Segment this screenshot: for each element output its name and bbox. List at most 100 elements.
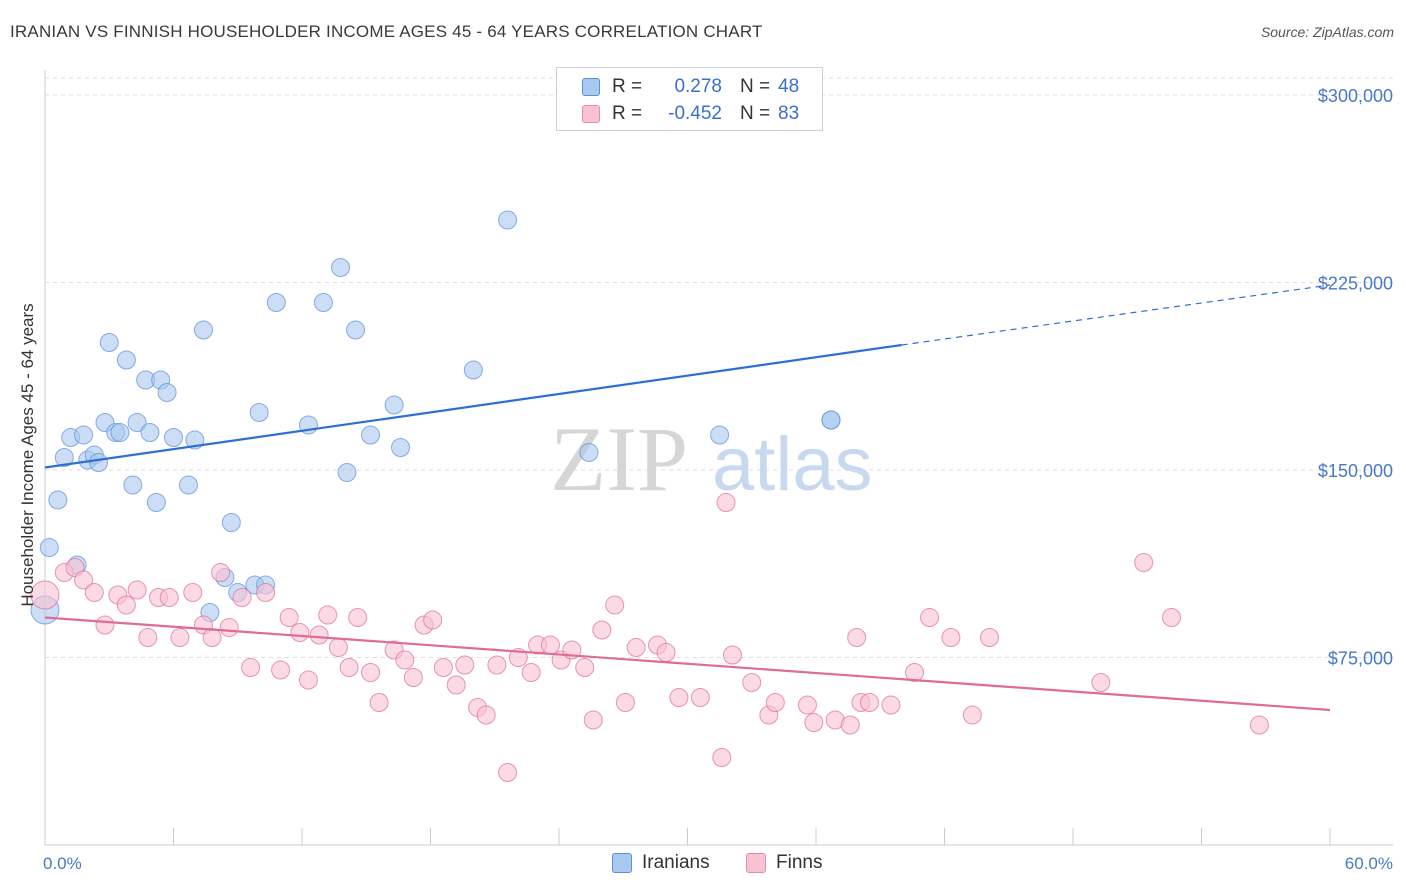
finns-point [712, 748, 732, 767]
finns-point [804, 713, 824, 732]
finns-point [271, 660, 291, 680]
finns-point [669, 688, 689, 707]
iranians-point [463, 360, 483, 380]
grid-lines [45, 77, 1393, 658]
finns-point [403, 668, 423, 687]
iranians-point [337, 463, 357, 482]
iranians-point [361, 425, 381, 445]
finns-point [1162, 608, 1182, 627]
finns-point [840, 715, 860, 735]
finns-point [95, 615, 115, 635]
iranians-point [391, 438, 411, 457]
iranians-point [54, 448, 74, 467]
legend-row-iranians: R = 0.278 N = 48 [582, 74, 799, 100]
iranians-point [110, 423, 130, 442]
iranians-point [127, 413, 147, 432]
finns-point [138, 628, 158, 647]
finns-point [962, 705, 982, 725]
finns-point [219, 618, 239, 637]
iranians-point [157, 383, 177, 402]
finns-point [521, 663, 541, 682]
finns-point [626, 638, 646, 657]
series-finns [30, 493, 1269, 782]
y-tick-label: $225,000 [1318, 274, 1393, 294]
finns-point [615, 693, 635, 712]
finns-point [455, 655, 475, 675]
tick-labels: $75,000 $150,000 $225,000 $300,000 0.0% 60.0% [43, 86, 1393, 873]
finns-point [656, 643, 676, 662]
finns-point [339, 658, 359, 677]
finns-point [797, 695, 817, 715]
finns-point [742, 673, 762, 692]
finns-point [979, 628, 999, 647]
iranians-point [39, 538, 59, 557]
iranians-trend-extension [901, 284, 1331, 346]
iranians-point [178, 475, 198, 495]
finns-point [575, 658, 595, 677]
iranians-trend-line [44, 343, 902, 469]
finns-point [487, 655, 507, 675]
finns-point [256, 583, 276, 602]
legend-row-finns: R = -0.452 N = 83 [582, 101, 799, 127]
finns-swatch [582, 105, 600, 123]
iranians-point [313, 293, 333, 312]
finns-point [127, 580, 147, 600]
finns-point [232, 588, 252, 607]
iranians-point [164, 428, 183, 447]
x-tick-label-end: 60.0% [1345, 854, 1393, 873]
finns-point [74, 570, 94, 590]
finns-point [395, 650, 415, 670]
finns-point [183, 583, 203, 602]
finns-point [348, 608, 368, 627]
series-legend: Iranians Finns [0, 852, 1406, 878]
finns-point [498, 763, 518, 782]
finns-point [318, 605, 338, 625]
finns-point [716, 493, 736, 512]
finns-point [583, 710, 603, 730]
finns-point [605, 595, 625, 615]
finns-point [298, 670, 318, 690]
iranians-legend-label: Iranians [642, 852, 710, 873]
y-axis-label: Householder Income Ages 45 - 64 years [18, 303, 37, 606]
finns-point [847, 628, 867, 647]
y-tick-label: $75,000 [1328, 649, 1393, 669]
y-tick-label: $150,000 [1318, 461, 1393, 481]
iranians-point [146, 493, 166, 512]
iranians-point [498, 210, 518, 230]
finns-point [765, 693, 785, 712]
r-value: -0.452 [668, 103, 722, 124]
finns-point [592, 620, 612, 640]
n-value: 48 [778, 76, 800, 97]
finns-point [30, 580, 60, 610]
iranians-point [74, 425, 94, 445]
finns-point [202, 628, 222, 647]
iranians-point [48, 490, 68, 510]
finns-point [361, 663, 381, 682]
legend-item-finns: Finns [746, 852, 822, 874]
trend-lines [44, 284, 1331, 712]
finns-point [423, 610, 443, 630]
r-label: R = [612, 76, 643, 97]
n-label: N = [740, 103, 771, 124]
iranians-point [384, 395, 404, 415]
iranians-point [140, 423, 160, 442]
finns-point [476, 705, 496, 725]
iranians-point [249, 403, 269, 422]
finns-point [1249, 715, 1269, 735]
iranians-point [346, 320, 366, 340]
source-label: Source: ZipAtlas.com [1260, 24, 1394, 40]
finns-point [309, 625, 329, 645]
finns-point [860, 693, 880, 712]
finns-point [722, 645, 742, 665]
finns-legend-swatch [746, 853, 766, 873]
finns-point [1134, 553, 1154, 572]
correlation-legend: R = 0.278 N = 48 R = -0.452 N = 83 [556, 67, 823, 131]
chart-title: IRANIAN VS FINNISH HOUSEHOLDER INCOME AG… [10, 22, 763, 41]
finns-point [920, 608, 940, 627]
finns-point [881, 695, 901, 715]
x-tick-label-start: 0.0% [43, 854, 82, 873]
finns-point [690, 688, 710, 707]
n-label: N = [740, 76, 771, 97]
finns-point [905, 663, 925, 682]
